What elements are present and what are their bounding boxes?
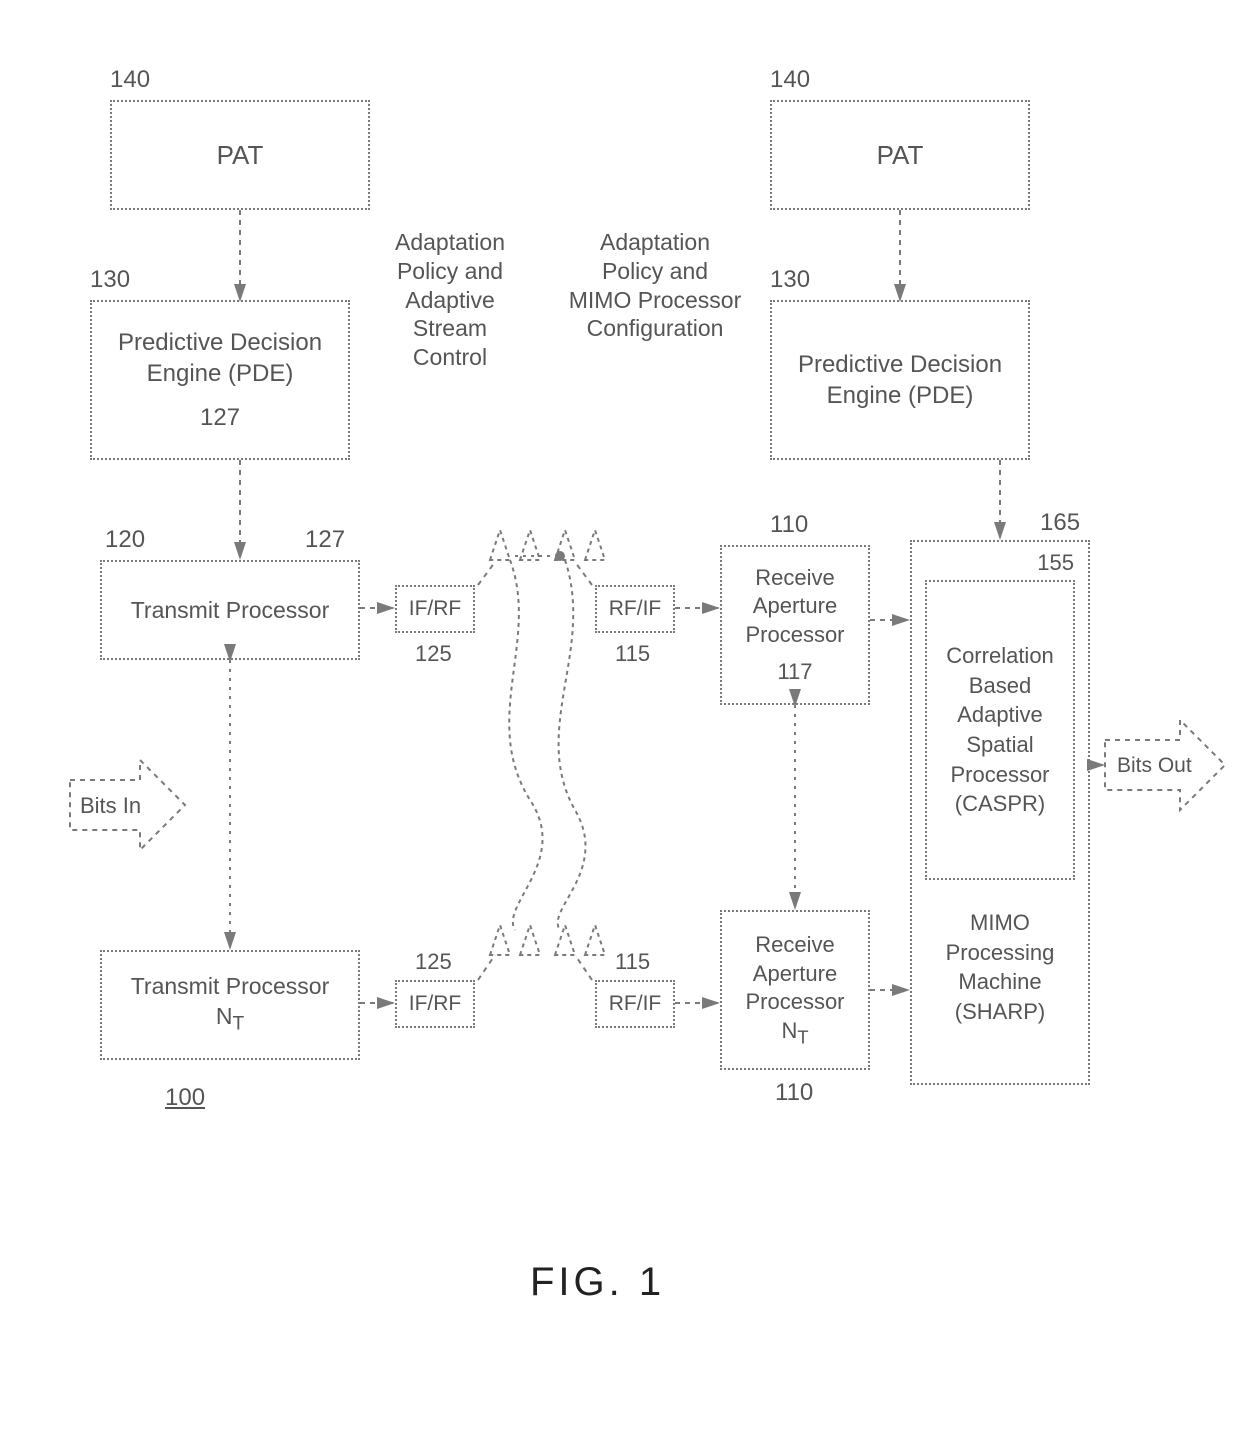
caspr-text: Correlation Based Adaptive Spatial Proce… (946, 641, 1054, 819)
ref-rap2: 110 (775, 1078, 813, 1108)
bits-in-label: Bits In (80, 792, 141, 820)
node-ifrf1: IF/RF (395, 585, 475, 633)
ref-ifrf2: 125 (415, 948, 452, 976)
ref-pde-r: 130 (770, 265, 810, 295)
tx2-text: Transmit Processor NT (131, 972, 330, 1037)
diagram-canvas: 140 PAT 140 PAT 130 Predictive Decision … (0, 0, 1240, 1442)
ref-rap1: 110 (770, 510, 808, 540)
pde-l-127: 127 (200, 402, 240, 433)
figure-caption: FIG. 1 (530, 1260, 665, 1305)
node-rfif1: RF/IF (595, 585, 675, 633)
annotation-left: Adaptation Policy and Adaptive Stream Co… (370, 228, 530, 372)
ref-pat-r: 140 (770, 65, 810, 95)
node-tx2: Transmit Processor NT (100, 950, 360, 1060)
annotation-right: Adaptation Policy and MIMO Processor Con… (545, 228, 765, 343)
rap1-117: 117 (777, 658, 812, 687)
node-rap2: Receive Aperture Processor NT (720, 910, 870, 1070)
bits-out-label: Bits Out (1117, 753, 1192, 779)
pde-l-text: Predictive Decision Engine (PDE) (118, 327, 322, 389)
node-pde-r: Predictive Decision Engine (PDE) (770, 300, 1030, 460)
node-pat-l: PAT (110, 100, 370, 210)
pde-r-text: Predictive Decision Engine (PDE) (798, 349, 1002, 411)
rap2-text: Receive Aperture Processor NT (745, 931, 844, 1049)
ref-rfif1: 115 (615, 640, 650, 668)
ref-tx1-120: 120 (105, 525, 145, 555)
ref-100: 100 (165, 1083, 205, 1113)
node-caspr: Correlation Based Adaptive Spatial Proce… (925, 580, 1075, 880)
node-tx1: Transmit Processor (100, 560, 360, 660)
ifrf2-text: IF/RF (409, 992, 462, 1016)
node-ifrf2: IF/RF (395, 980, 475, 1028)
sharp-text: MIMO Processing Machine (SHARP) (946, 908, 1055, 1027)
ref-155: 155 (1037, 550, 1074, 576)
ref-tx1-127: 127 (305, 525, 345, 555)
node-pde-l: Predictive Decision Engine (PDE) 127 (90, 300, 350, 460)
ifrf1-text: IF/RF (409, 597, 462, 621)
node-pat-r: PAT (770, 100, 1030, 210)
rfif1-text: RF/IF (609, 597, 662, 621)
ref-pde-l: 130 (90, 265, 130, 295)
ref-165: 165 (1040, 508, 1080, 538)
node-rap1: Receive Aperture Processor 117 (720, 545, 870, 705)
tx1-text: Transmit Processor (131, 597, 330, 624)
pat-l-text: PAT (217, 140, 264, 171)
node-sharp: 155 Correlation Based Adaptive Spatial P… (910, 540, 1090, 1085)
node-rfif2: RF/IF (595, 980, 675, 1028)
pat-r-text: PAT (877, 140, 924, 171)
rap1-text: Receive Aperture Processor (745, 564, 844, 650)
ref-ifrf1: 125 (415, 640, 452, 668)
ref-pat-l: 140 (110, 65, 150, 95)
ref-rfif2: 115 (615, 948, 650, 976)
rfif2-text: RF/IF (609, 992, 662, 1016)
